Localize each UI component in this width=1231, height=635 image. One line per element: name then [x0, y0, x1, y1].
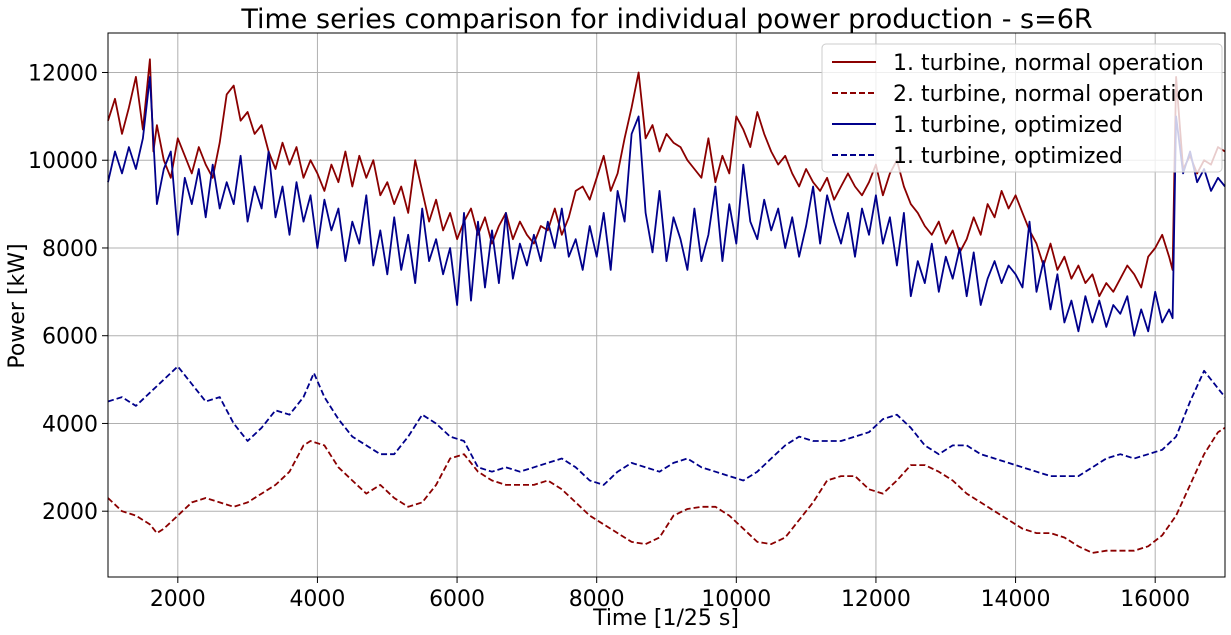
x-tick-label: 6000 [429, 587, 485, 612]
x-axis: 2000 4000 6000 8000 10000 12000 14000 16000 [150, 577, 1190, 612]
y-axis: 2000 4000 6000 8000 10000 12000 [28, 61, 108, 525]
legend: 1. turbine, normal operation 2. turbine, … [821, 43, 1223, 173]
y-axis-label: Power [kW] [5, 243, 30, 368]
x-axis-label: Time [1/25 s] [592, 606, 739, 631]
legend-label: 1. turbine, optimized [893, 144, 1123, 169]
series-line-3 [107, 76, 1226, 337]
y-tick-label: 6000 [42, 325, 98, 350]
series-line-4 [107, 365, 1226, 486]
x-tick-label: 16000 [1120, 587, 1190, 612]
series-line-2 [107, 427, 1226, 554]
chart-title: Time series comparison for individual po… [240, 4, 1092, 35]
series-group [107, 58, 1226, 554]
legend-box [821, 43, 1223, 173]
legend-label: 1. turbine, optimized [893, 113, 1123, 138]
y-tick-label: 10000 [28, 149, 98, 174]
y-tick-label: 8000 [42, 237, 98, 262]
legend-label: 2. turbine, normal operation [893, 82, 1204, 107]
legend-label: 1. turbine, normal operation [893, 51, 1204, 76]
y-tick-label: 2000 [42, 500, 98, 525]
y-tick-label: 12000 [28, 61, 98, 86]
x-tick-label: 2000 [150, 587, 206, 612]
x-tick-label: 4000 [289, 587, 345, 612]
x-tick-label: 12000 [841, 587, 911, 612]
x-tick-label: 14000 [981, 587, 1051, 612]
x-tick-label: 10000 [701, 587, 771, 612]
x-tick-label: 8000 [569, 587, 625, 612]
y-tick-label: 4000 [42, 412, 98, 437]
plot-frame [107, 32, 1226, 578]
